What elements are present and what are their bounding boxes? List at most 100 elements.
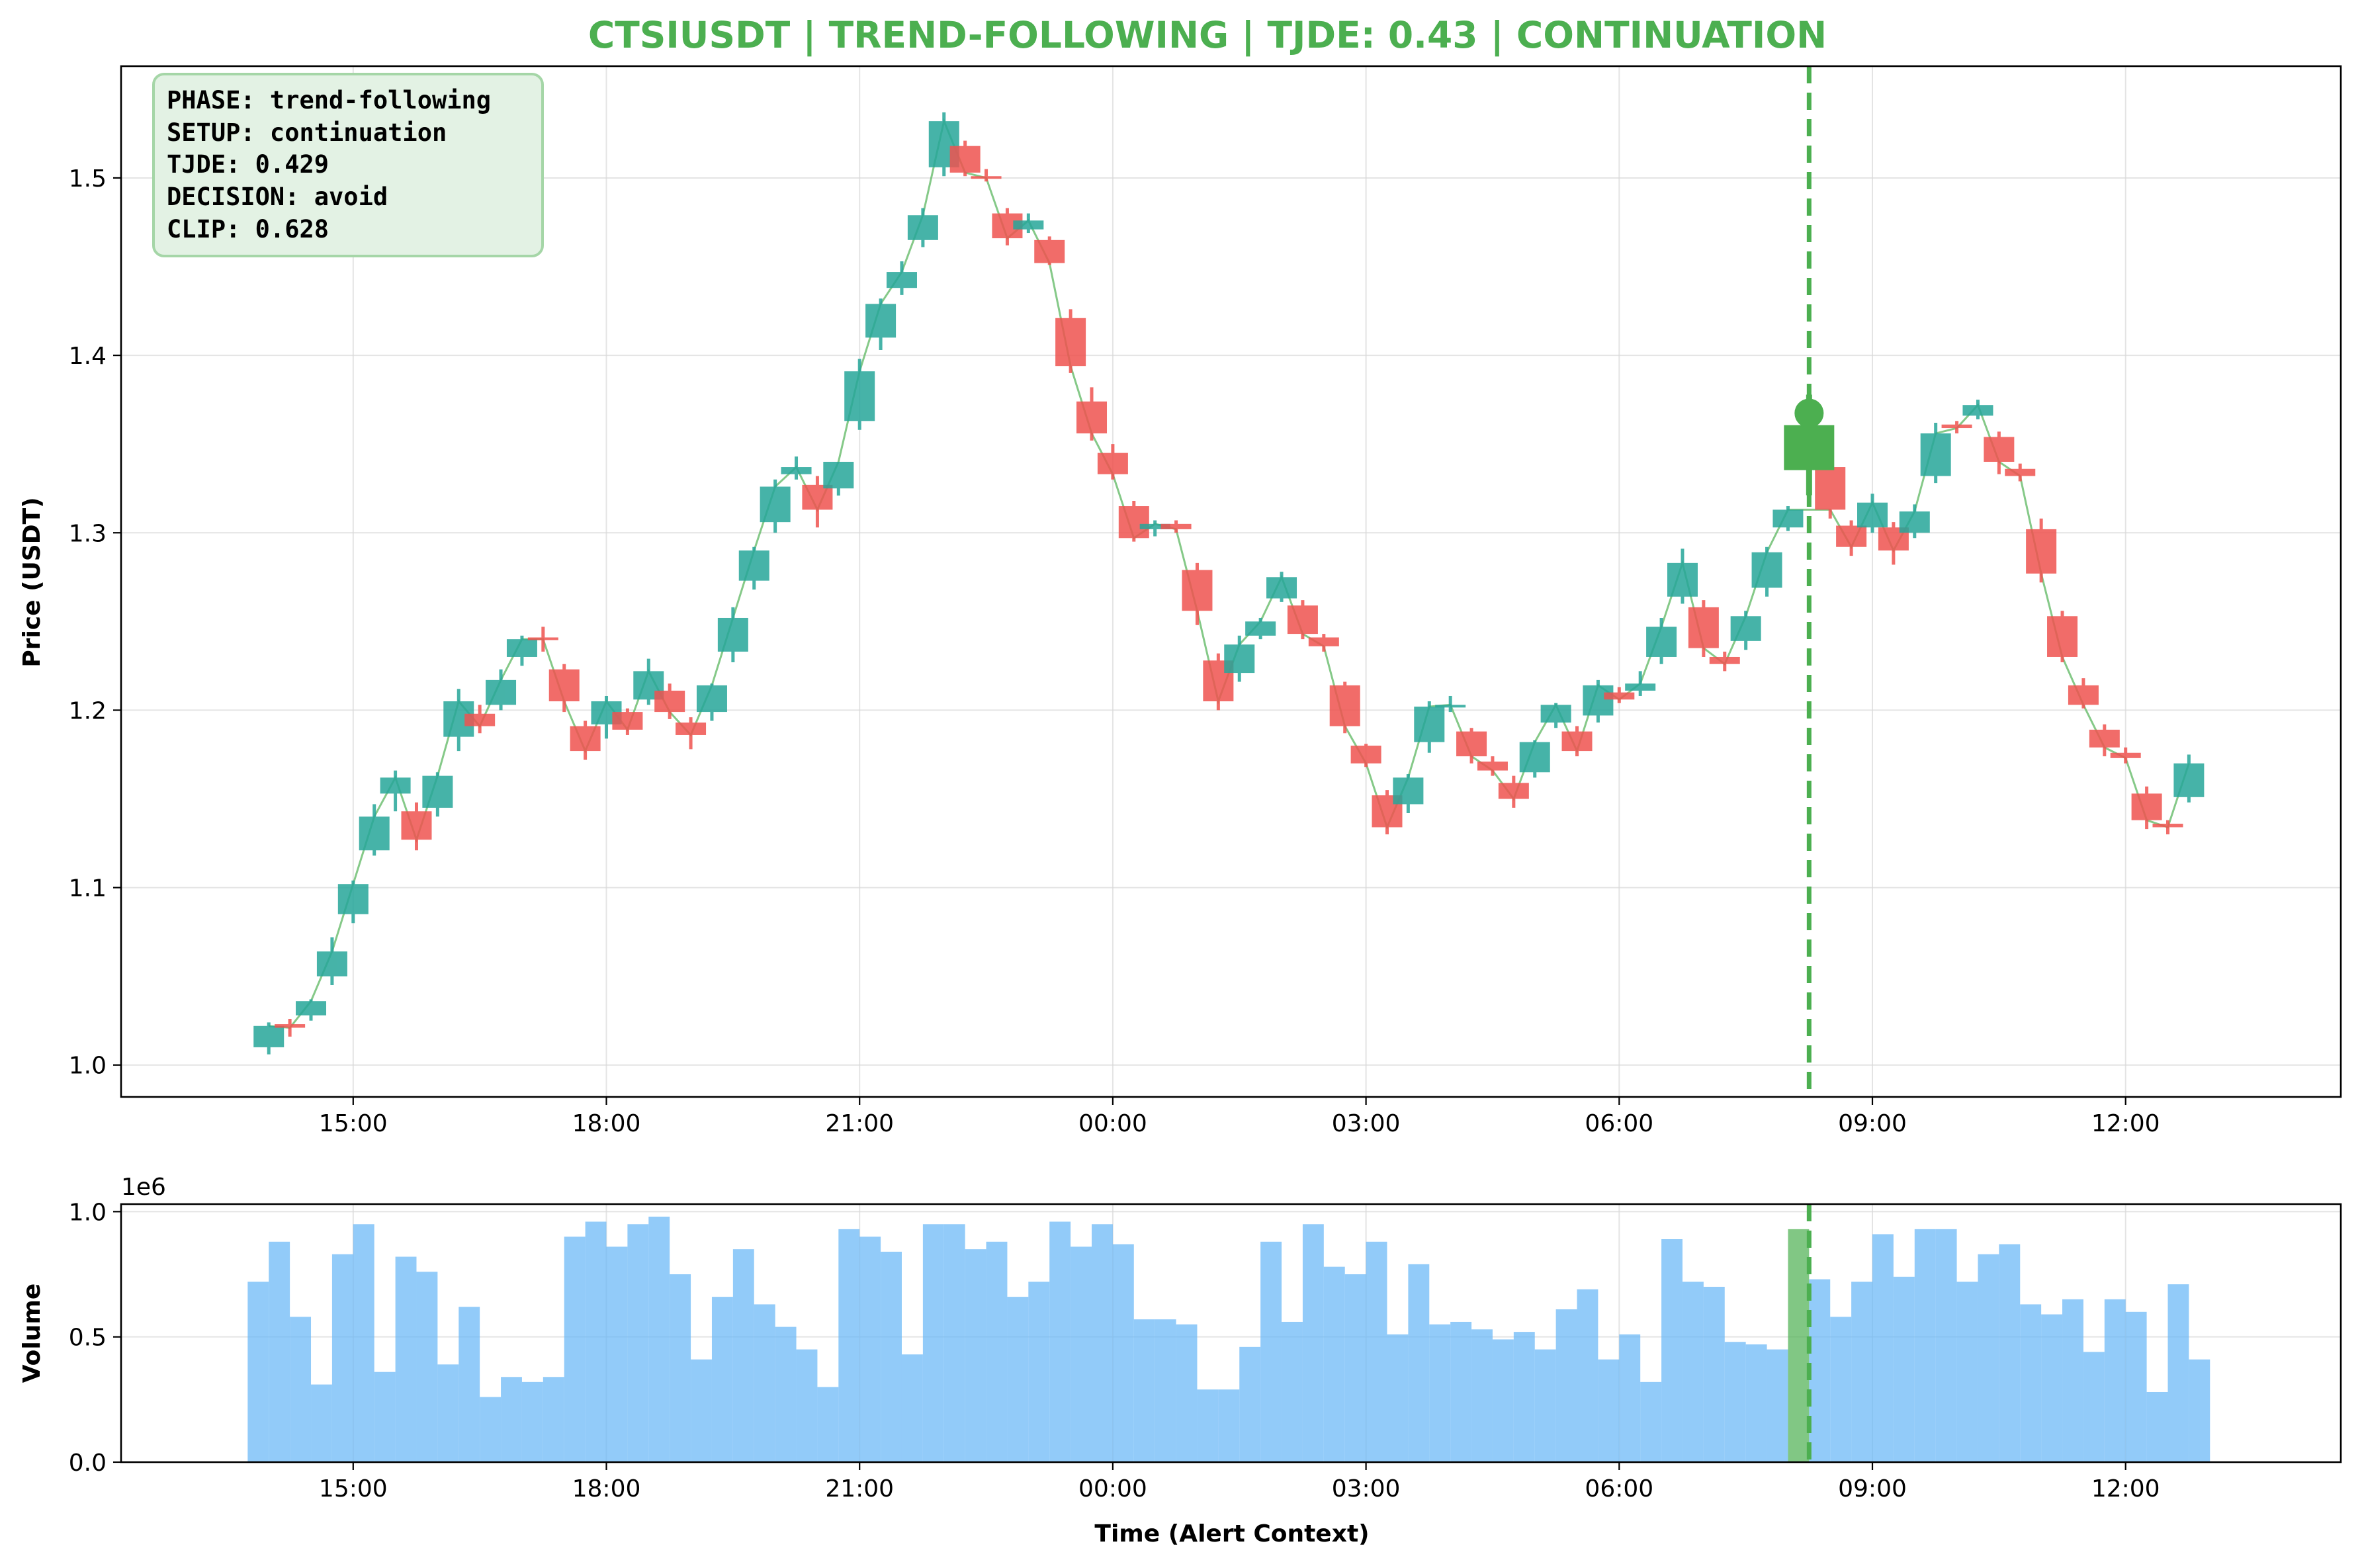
- volume-bar: [1703, 1286, 1725, 1462]
- candle: [1414, 701, 1445, 753]
- volume-bar: [1809, 1279, 1831, 1462]
- candle-body: [1013, 220, 1044, 230]
- candle: [760, 479, 791, 533]
- price-y-ticks: 1.0 1.1 1.2 1.3 1.4 1.5: [69, 165, 121, 1080]
- candle-body: [738, 550, 769, 581]
- volume-bar: [2041, 1314, 2063, 1462]
- price-panel: 1.0 1.1 1.2 1.3 1.4 1.5 15:00 18:00 21:00 00:00 0…: [19, 65, 2342, 1137]
- candle: [1266, 572, 1297, 602]
- candle: [1350, 744, 1381, 767]
- candle-body: [1709, 656, 1740, 664]
- candle: [1646, 617, 1677, 664]
- candle-body: [296, 1001, 327, 1016]
- volume-bar: [648, 1216, 670, 1462]
- volume-bar: [606, 1246, 628, 1462]
- candle: [1709, 651, 1740, 672]
- candle: [2047, 611, 2078, 663]
- candle: [1899, 504, 1930, 539]
- candle: [1034, 236, 1065, 265]
- candle: [717, 607, 748, 663]
- volume-bar: [838, 1229, 860, 1462]
- volume-bar: [1071, 1246, 1092, 1462]
- candle: [422, 772, 453, 817]
- candle: [1477, 756, 1508, 776]
- candle-body: [1435, 705, 1466, 708]
- candle-body: [422, 775, 453, 808]
- price-x-tick-label: 03:00: [1332, 1110, 1401, 1137]
- candle-body: [1414, 707, 1445, 742]
- volume-x-ticks: 15:00 18:00 21:00 00:00 03:00 06:00 09:00 12:00: [319, 1462, 2160, 1503]
- candle: [1435, 695, 1466, 713]
- candle: [380, 770, 411, 812]
- info-line-clip: CLIP: 0.628: [167, 215, 329, 243]
- volume-bar: [331, 1254, 353, 1462]
- candle: [1815, 461, 1846, 519]
- volume-bar: [1302, 1224, 1324, 1462]
- volume-bar: [2146, 1391, 2168, 1462]
- candle-body: [1604, 692, 1635, 700]
- volume-y-ticks: 0.0 0.5 1.0: [69, 1199, 121, 1477]
- candle-body: [2152, 824, 2183, 828]
- candle: [1984, 431, 2015, 474]
- volume-bar: [1724, 1342, 1746, 1462]
- volume-bar: [1344, 1274, 1366, 1462]
- volume-bar: [501, 1377, 522, 1462]
- volume-x-tick-label: 15:00: [319, 1475, 388, 1503]
- volume-bar: [1492, 1339, 1514, 1462]
- candle-body: [464, 713, 496, 726]
- volume-x-tick-label: 21:00: [825, 1475, 894, 1503]
- volume-y-tick-label: 1.0: [69, 1199, 107, 1226]
- candle: [1583, 679, 1614, 723]
- candle-body: [1815, 467, 1846, 510]
- volume-bar: [374, 1372, 396, 1462]
- candle-body: [1984, 437, 2015, 462]
- volume-bar: [1260, 1241, 1282, 1462]
- candle: [738, 546, 769, 590]
- info-line-phase: PHASE: trend-following: [167, 86, 491, 114]
- candle-body: [717, 617, 748, 652]
- candle: [2152, 820, 2183, 835]
- volume-bar: [521, 1381, 543, 1462]
- volume-bar: [1049, 1221, 1071, 1462]
- candle-body: [2005, 468, 2036, 476]
- candle-body: [865, 304, 897, 338]
- candle: [1941, 421, 1972, 434]
- candle-body: [1118, 506, 1149, 539]
- alert-marker-dot: [1794, 398, 1824, 428]
- candle-body: [1519, 742, 1550, 773]
- candle-body: [1899, 511, 1930, 533]
- candle-body: [676, 722, 707, 735]
- candle-body: [949, 146, 981, 173]
- candle: [548, 664, 580, 713]
- volume-bar: [691, 1359, 712, 1462]
- candle-body: [1836, 525, 1867, 547]
- volume-bar: [1830, 1317, 1852, 1462]
- candle: [2089, 724, 2120, 757]
- candle: [654, 683, 685, 719]
- candle-body: [760, 486, 791, 523]
- candle: [1836, 520, 1867, 556]
- volume-bar: [732, 1249, 754, 1462]
- candle-body: [1055, 318, 1086, 367]
- candle: [275, 1019, 306, 1037]
- candle-body: [1646, 627, 1677, 657]
- candle: [401, 802, 432, 851]
- volume-bar: [1872, 1234, 1894, 1462]
- candle-body: [1308, 637, 1339, 646]
- volume-bar: [965, 1249, 986, 1462]
- volume-bar: [543, 1377, 564, 1462]
- volume-bar: [1935, 1229, 1957, 1462]
- volume-x-tick-label: 03:00: [1332, 1475, 1401, 1503]
- x-axis-label: Time (Alert Context): [1094, 1520, 1369, 1547]
- candle: [1540, 703, 1571, 728]
- candle-body: [486, 679, 517, 705]
- volume-x-tick-label: 18:00: [572, 1475, 641, 1503]
- candle: [2005, 463, 2036, 482]
- volume-bar: [2020, 1304, 2042, 1462]
- volume-bar: [290, 1317, 312, 1462]
- candle: [844, 359, 875, 430]
- candle: [570, 720, 601, 760]
- volume-bar: [1176, 1324, 1198, 1462]
- volume-bar: [1978, 1254, 1999, 1462]
- volume-bar: [1133, 1319, 1155, 1462]
